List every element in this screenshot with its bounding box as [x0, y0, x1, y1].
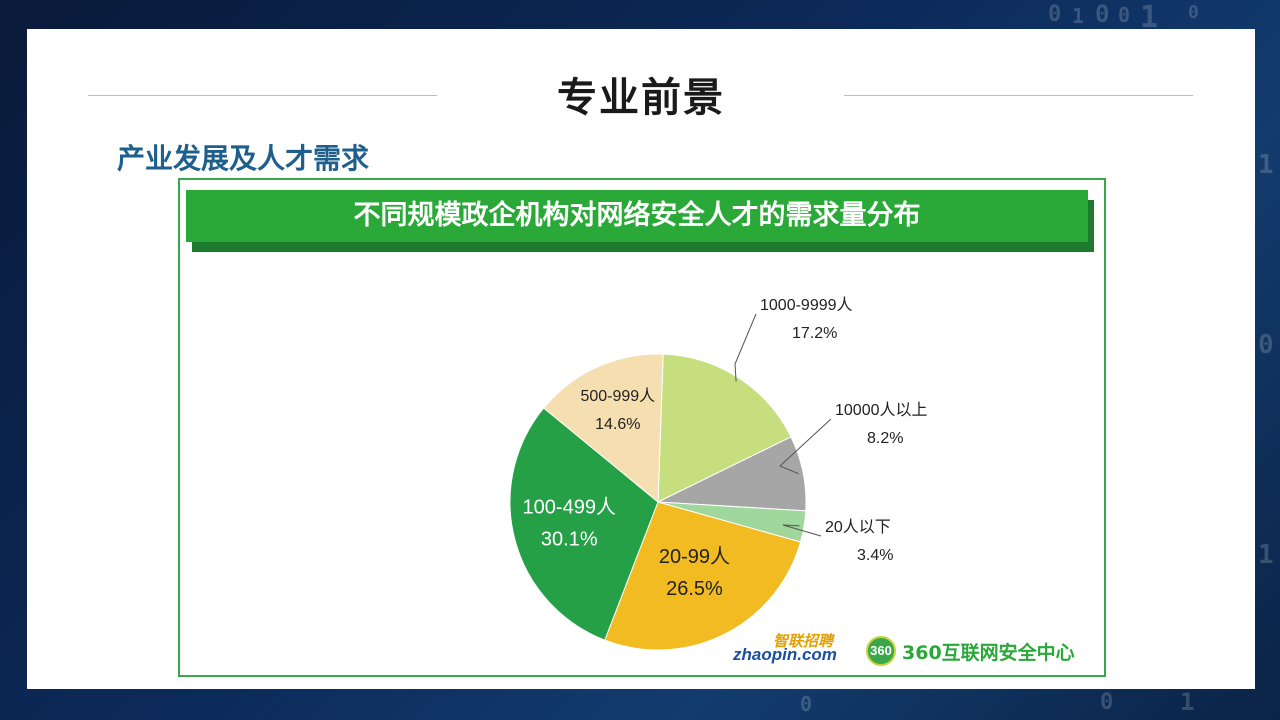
- background-digit: 0: [1188, 2, 1199, 23]
- slice-label: 500-999人: [580, 387, 655, 405]
- pie-slice: [604, 501, 802, 651]
- security-center-name: 360互联网安全中心: [902, 641, 1075, 664]
- background-digit: 0: [1100, 690, 1114, 715]
- section-subtitle: 产业发展及人才需求: [117, 142, 370, 175]
- background-digit: 0: [1048, 2, 1062, 27]
- pie-chart: 1000-9999人 17.2% 10000人以上 8.2% 20人以下 3.4% 20-9…: [509, 296, 928, 651]
- leader-line: [782, 524, 822, 537]
- slice-value-label: 8.2%: [867, 430, 903, 447]
- zhaopin-logo-cn: 智联招聘: [773, 632, 834, 650]
- slide: 专业前景 产业发展及人才需求 不同规模政企机构对网络安全人才的需求量分布 100…: [27, 29, 1255, 689]
- background-digit: 1: [1072, 4, 1085, 28]
- zhaopin-logo-en: zhaopin.com: [733, 645, 837, 664]
- background-digit: 1: [1258, 150, 1274, 180]
- slice-label: 10000人以上: [835, 401, 928, 419]
- security-center-logo: 360 360互联网安全中心: [866, 636, 1075, 666]
- slice-value-label: 14.6%: [595, 416, 640, 433]
- background-digit: 0: [1258, 330, 1274, 360]
- slice-label: 20人以下: [825, 518, 891, 536]
- background-digit: 0: [1118, 3, 1131, 27]
- slice-value-label: 30.1%: [541, 528, 598, 550]
- slice-label: 20-99人: [659, 545, 730, 568]
- slice-label: 1000-9999人: [760, 296, 853, 314]
- chart-title: 不同规模政企机构对网络安全人才的需求量分布: [186, 190, 1088, 242]
- leader-line: [734, 313, 757, 382]
- slice-label: 100-499人: [523, 495, 616, 518]
- slide-title: 专业前景: [557, 75, 725, 121]
- background-digit: 0: [1095, 0, 1110, 28]
- background-digit: 1: [1258, 540, 1274, 570]
- title-divider-right: [844, 95, 1193, 96]
- pie-slice: [542, 353, 664, 504]
- background-digit: 1: [1180, 688, 1195, 716]
- title-divider-left: [88, 95, 437, 96]
- security-center-badge-icon: 360: [866, 636, 896, 666]
- leader-line: [779, 418, 832, 475]
- zhaopin-logo: 智联招聘 zhaopin.com: [733, 630, 843, 666]
- background-digit: 1: [1140, 0, 1159, 35]
- background-digit: 0: [800, 692, 813, 716]
- pie-slice: [509, 407, 659, 641]
- pie-slice: [657, 353, 792, 503]
- slice-value-label: 17.2%: [792, 325, 837, 342]
- slice-value-label: 26.5%: [666, 578, 723, 600]
- chart-panel: 不同规模政企机构对网络安全人才的需求量分布 1000-9999人 17.2% 100…: [178, 178, 1106, 677]
- slice-value-label: 3.4%: [857, 547, 893, 564]
